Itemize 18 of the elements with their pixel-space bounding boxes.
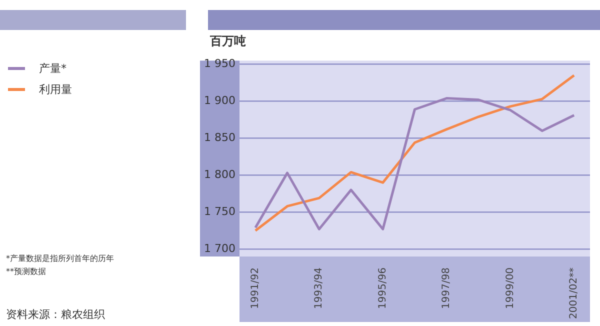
y-tick-label: 1 700 [204, 242, 236, 255]
y-tick-label: 1 950 [204, 57, 236, 70]
x-tick-label: 2001/02** [568, 267, 580, 320]
y-tick-label: 1 900 [204, 94, 236, 108]
legend-label: 产量* [39, 61, 66, 76]
y-axis-title: 百万吨 [210, 33, 246, 50]
y-tick-label: 1 800 [204, 168, 236, 182]
x-tick-label: 1995/96 [377, 267, 388, 310]
legend-label: 利用量 [39, 82, 72, 97]
x-tick-label: 1997/98 [441, 267, 452, 310]
text: **预测数据 [6, 266, 47, 278]
text: *产量数据是指所列首年的历年 [6, 253, 115, 265]
y-tick-label: 1 850 [204, 131, 236, 144]
y-tick-label: 1 750 [204, 204, 236, 218]
x-tick-label: 1991/92 [250, 267, 262, 310]
x-tick-label: 1993/94 [314, 267, 325, 310]
x-tick-label: 1999/00 [504, 267, 516, 310]
text: 资料来源：粮农组织 [6, 307, 105, 322]
